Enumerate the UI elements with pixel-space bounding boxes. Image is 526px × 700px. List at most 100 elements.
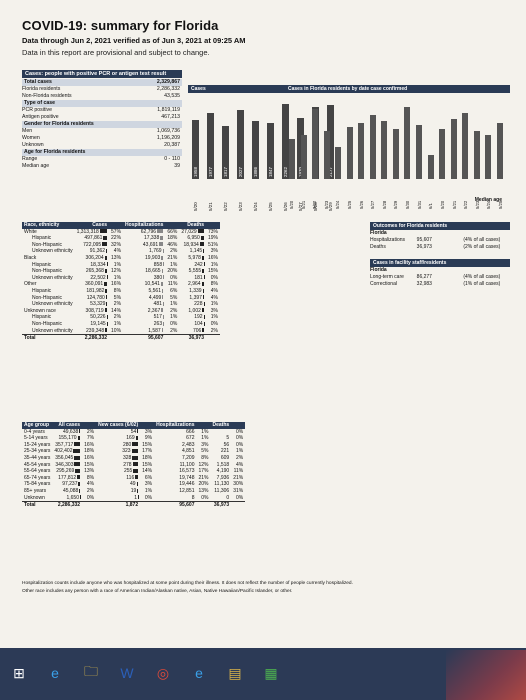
eth-cases: 124,780 <box>75 295 109 302</box>
eth-cases-pct: 10% <box>111 327 122 334</box>
eth-label: Non-Hispanic <box>32 294 63 301</box>
summary-value: 0 - 110 <box>164 156 180 162</box>
age-new-pct: 1% <box>144 487 153 494</box>
taskbar: ⊞ e 🗀 W ◎ e ▤ ▦ <box>0 648 526 700</box>
age-row: 35-44 years 356,045 16% 328 18% 7,209 8% 609 2% <box>22 455 245 462</box>
eth-hosp-value: 10,541 <box>144 281 160 288</box>
eth-label: Black <box>24 254 37 261</box>
eth-hosp-value: 5,561 <box>148 287 161 294</box>
eth-hosp: 95,607 <box>123 334 166 342</box>
start-icon[interactable]: ⊞ <box>13 664 25 681</box>
summary-label: Median age <box>22 163 50 169</box>
eth-label: Non-Hispanic <box>32 241 63 248</box>
cases-bar: 2262 <box>282 103 289 179</box>
eth-cases-bar <box>104 282 108 287</box>
age-all-pct: 18% <box>84 448 95 455</box>
age-new-bar <box>131 449 139 454</box>
edge-icon[interactable]: e <box>195 665 203 681</box>
outcome-label: Hospitalizations <box>370 237 406 243</box>
age-all-cases: 402,402 <box>52 448 82 455</box>
summary-row: Age for Florida residents <box>22 149 182 156</box>
eth-label: Non-Hispanic <box>32 268 63 275</box>
summary-value <box>148 149 182 156</box>
edge-icon[interactable]: e <box>51 665 59 681</box>
age-all-value: 2,286,332 <box>57 502 81 509</box>
app-icon[interactable]: ▦ <box>264 664 278 681</box>
summary-row: Non-Florida residents 43,535 <box>22 93 182 100</box>
age-hosp-pct: 5% <box>201 448 209 455</box>
age-new-cases: 54 <box>96 429 140 436</box>
eth-hosp-bar <box>161 268 164 273</box>
eth-cases-pct: 1% <box>113 320 122 327</box>
eth-deaths-pct: 19% <box>207 235 218 242</box>
age-hosp-pct: 12% <box>198 461 209 468</box>
cases-bar: 1977 <box>207 113 214 179</box>
age-hosp-pct: 13% <box>198 487 209 494</box>
age-deaths: 609 <box>220 454 230 461</box>
word-icon[interactable]: W <box>120 665 134 681</box>
eth-hosp: 19,903 <box>123 255 165 262</box>
outcome-label: Deaths <box>370 244 386 250</box>
summary-row: Gender for Florida residents <box>22 121 182 128</box>
age-new-pct: 3% <box>144 481 153 488</box>
age-all-value: 346,303 <box>55 461 74 468</box>
age-all-cases: 357,717 <box>52 442 82 449</box>
eth-cases: 91,362 <box>75 248 109 255</box>
eth-cases-pct: 12% <box>111 268 122 275</box>
age-all-value: 155,170 <box>58 435 77 442</box>
age-new-cases: 1,872 <box>96 501 141 509</box>
age-header: Age group <box>22 422 53 429</box>
data-through-line: Data through Jun 2, 2021 verified as of … <box>22 36 246 45</box>
age-new-cases: 49 <box>96 481 140 488</box>
eth-cases-bar <box>103 235 108 240</box>
eth-cases-value: 265,368 <box>85 268 104 275</box>
outcomes-panel: Outcomes for Florida residents Florida H… <box>370 222 510 288</box>
age-deaths: 7,936 <box>216 474 230 481</box>
age-new-bar <box>132 462 139 467</box>
eth-cases-value: 22,502 <box>90 274 106 281</box>
residents-bar <box>381 121 388 179</box>
age-deaths: 1,518 <box>216 461 230 468</box>
eth-row: Total 2,286,332 95,607 36,973 <box>22 334 220 342</box>
chrome-icon[interactable]: ◎ <box>156 664 170 681</box>
residents-bar <box>496 123 503 179</box>
facility-note: (1% of all cases) <box>463 281 501 287</box>
age-new-cases: 19 <box>96 488 140 495</box>
age-hosp-pct: 1% <box>201 428 209 435</box>
eth-hosp: 62,796 <box>123 229 165 236</box>
eth-cases: 239,348 <box>75 328 109 335</box>
age-new-pct: 9% <box>144 435 153 442</box>
eth-row: Black 306,204 13% 19,903 21% 5,978 16% <box>22 255 220 262</box>
facility-row: Correctional 32,983 (1% of all cases) <box>370 281 510 288</box>
folder-icon[interactable]: 🗀 <box>84 663 98 679</box>
eth-hosp-value: 263 <box>153 320 163 327</box>
eth-cases-value: 1,313,318 <box>76 228 99 235</box>
summary-row: Range 0 - 110 <box>22 156 182 163</box>
residents-bar <box>392 129 399 179</box>
age-new-bar <box>135 435 139 440</box>
explorer-icon[interactable]: ▤ <box>228 664 242 681</box>
age-new-bar <box>137 488 139 493</box>
eth-deaths-value: 104 <box>194 320 203 327</box>
age-all-pct: 16% <box>84 441 95 448</box>
age-deaths-pct: 4% <box>235 461 244 468</box>
age-hosp-pct: 3% <box>201 441 209 448</box>
summary-value: 43,535 <box>164 93 180 99</box>
residents-chart-labels: 5/20 5/21 5/22 5/23 5/24 5/25 5/26 5/27 5/28 5/29… <box>289 185 503 209</box>
age-deaths: 56 <box>223 441 230 448</box>
summary-label: Total cases <box>24 79 52 85</box>
eth-row: Hispanic 497,861 22% 17,338 18% 6,950 19% <box>22 235 220 242</box>
eth-hosp-bar <box>161 288 164 293</box>
age-new-value: 1 <box>134 494 138 501</box>
age-header: New cases (6/02) <box>96 422 141 429</box>
age-deaths: 11,130 <box>214 481 230 488</box>
eth-cases-bar <box>104 308 108 313</box>
eth-deaths-pct: 1% <box>210 261 218 268</box>
eth-label: Unknown race <box>24 307 56 314</box>
eth-deaths: 2,964 <box>179 281 206 288</box>
summary-label: Unknown <box>22 142 44 148</box>
age-new-cases: 169 <box>96 435 140 442</box>
summary-value: 2,286,332 <box>156 86 180 92</box>
eth-deaths-bar <box>201 308 204 313</box>
summary-label: Age for Florida residents <box>24 149 86 155</box>
